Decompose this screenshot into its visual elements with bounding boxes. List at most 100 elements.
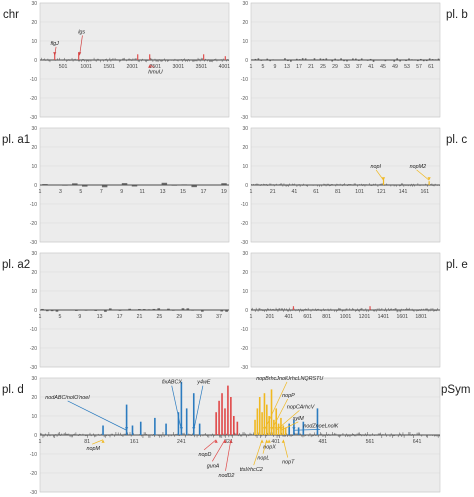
noise-bar [413, 435, 414, 439]
noise-bar [95, 435, 97, 437]
noise-bar [364, 185, 366, 187]
noise-bar [439, 435, 440, 437]
noise-bar [377, 185, 379, 187]
noise-bar [110, 60, 112, 62]
noise-bar [196, 60, 198, 62]
noise-bar [375, 183, 377, 185]
noise-bar [74, 58, 76, 60]
x-tick-label: 321 [224, 439, 233, 445]
noise-bar [428, 58, 431, 60]
annotation-arrow [375, 169, 384, 181]
noise-bar [296, 433, 298, 435]
noise-bar [346, 308, 348, 310]
noise-bar [279, 435, 280, 438]
noise-bar [184, 58, 185, 60]
x-tick-label: 61 [313, 189, 319, 195]
x-tick-label: 45 [380, 64, 386, 70]
noise-bar [281, 183, 283, 185]
noise-bar [335, 433, 337, 435]
noise-bar [200, 57, 202, 60]
noise-bar [281, 432, 283, 435]
noise-bar [188, 59, 189, 60]
noise-bar [365, 308, 367, 310]
noise-bar [325, 185, 327, 187]
noise-bar [407, 185, 409, 187]
noise-bar [337, 310, 338, 311]
annotation-nopbrhcjnolurhclnqrstu: nopBrhcJnolUrhcLNQRSTU [256, 376, 323, 382]
noise-bar [257, 183, 259, 185]
noise-bar [288, 307, 290, 310]
arrow-head [281, 439, 285, 443]
noise-bar [346, 60, 348, 62]
arrow-head [381, 177, 386, 181]
noise-bar [396, 310, 398, 313]
noise-bar [322, 58, 325, 60]
arrow-head [223, 439, 227, 443]
noise-bar [380, 183, 382, 185]
noise-bar [296, 185, 298, 187]
noise-bar [221, 435, 223, 438]
x-tick-label: 1 [250, 189, 253, 195]
noise-bar [57, 58, 58, 60]
noise-bar [72, 435, 73, 438]
noise-bar [124, 433, 126, 435]
noise-bar [111, 59, 113, 60]
noise-bar [425, 308, 426, 310]
annotation-nopp: nopP [282, 393, 295, 399]
noise-bar [189, 60, 190, 62]
noise-bar [427, 310, 429, 312]
noise-bar [402, 432, 404, 435]
noise-bar [327, 308, 329, 310]
noise-bar [390, 308, 391, 310]
noise-bar [421, 308, 422, 310]
noise-bar [152, 308, 156, 310]
x-tick-label: 3 [59, 189, 62, 195]
x-tick-label: 1001 [340, 314, 352, 320]
noise-bar [357, 185, 358, 187]
x-tick-label: 3001 [173, 64, 185, 70]
y-tick-label: 30 [242, 251, 248, 257]
noise-bar [412, 310, 414, 311]
noise-bar [412, 433, 413, 435]
noise-bar [386, 310, 387, 312]
noise-bar [151, 58, 153, 60]
noise-bar [382, 434, 384, 435]
noise-bar [212, 433, 213, 435]
noise-bar [360, 434, 361, 435]
panel-label: pl. a1 [2, 134, 30, 146]
noise-bar [42, 435, 44, 438]
noise-bar [277, 310, 279, 312]
highlight-bar [258, 397, 261, 435]
highlight-bar [185, 408, 188, 435]
noise-bar [87, 60, 89, 62]
noise-bar [292, 183, 293, 185]
noise-bar [174, 58, 176, 60]
noise-bar [339, 183, 341, 185]
noise-bar [349, 308, 351, 310]
x-tick-label: 29 [332, 64, 338, 70]
y-tick-label: 10 [31, 289, 37, 295]
noise-bar [121, 183, 128, 185]
highlight-bar [102, 425, 104, 435]
arrow-head [124, 427, 129, 431]
arrow-head [179, 427, 183, 431]
noise-bar [295, 310, 297, 312]
noise-bar [72, 60, 74, 62]
noise-bar [258, 307, 260, 310]
noise-bar [303, 183, 304, 185]
annotation-arrow [203, 439, 217, 451]
noise-bar [406, 307, 407, 310]
highlight-bar [78, 52, 80, 60]
highlight-bar [316, 408, 319, 435]
noise-bar [336, 310, 337, 313]
noise-bar [328, 433, 330, 435]
y-tick-label: -10 [30, 202, 37, 208]
y-tick-label: 20 [31, 145, 37, 151]
y-tick-label: 20 [242, 270, 248, 276]
noise-bar [246, 435, 247, 438]
noise-bar [129, 58, 131, 60]
noise-bar [159, 60, 161, 62]
noise-bar [385, 307, 386, 310]
noise-bar [300, 308, 301, 310]
